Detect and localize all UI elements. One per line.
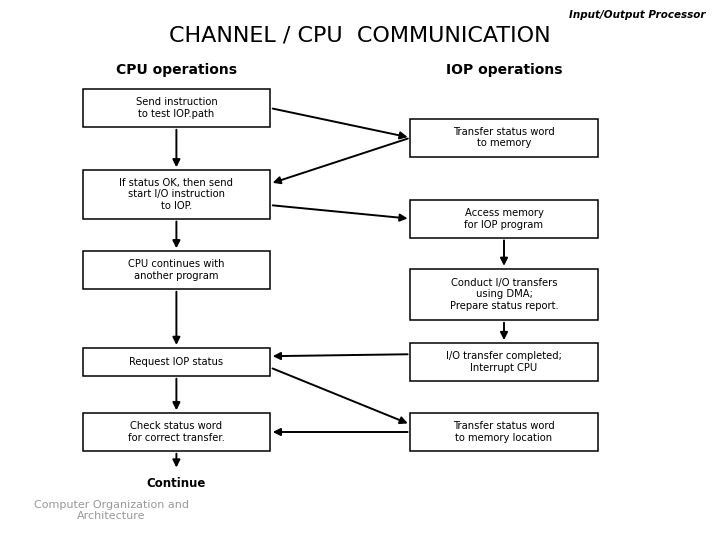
FancyBboxPatch shape xyxy=(83,251,270,289)
FancyBboxPatch shape xyxy=(83,413,270,451)
Text: I/O transfer completed;
Interrupt CPU: I/O transfer completed; Interrupt CPU xyxy=(446,351,562,373)
FancyBboxPatch shape xyxy=(410,413,598,451)
Text: CPU continues with
another program: CPU continues with another program xyxy=(128,259,225,281)
FancyBboxPatch shape xyxy=(410,268,598,320)
FancyBboxPatch shape xyxy=(410,200,598,238)
Text: Transfer status word
to memory location: Transfer status word to memory location xyxy=(453,421,555,443)
Text: Conduct I/O transfers
using DMA;
Prepare status report.: Conduct I/O transfers using DMA; Prepare… xyxy=(449,278,559,311)
Text: Request IOP status: Request IOP status xyxy=(130,357,223,367)
FancyBboxPatch shape xyxy=(410,343,598,381)
Text: Input/Output Processor: Input/Output Processor xyxy=(569,10,706,20)
FancyBboxPatch shape xyxy=(83,170,270,219)
Text: Check status word
for correct transfer.: Check status word for correct transfer. xyxy=(128,421,225,443)
Text: Access memory
for IOP program: Access memory for IOP program xyxy=(464,208,544,230)
Text: Continue: Continue xyxy=(147,477,206,490)
Text: CPU operations: CPU operations xyxy=(116,63,237,77)
FancyBboxPatch shape xyxy=(83,348,270,376)
Text: CHANNEL / CPU  COMMUNICATION: CHANNEL / CPU COMMUNICATION xyxy=(169,26,551,46)
Text: Send instruction
to test IOP.path: Send instruction to test IOP.path xyxy=(135,97,217,119)
FancyBboxPatch shape xyxy=(83,89,270,127)
Text: If status OK, then send
start I/O instruction
to IOP.: If status OK, then send start I/O instru… xyxy=(120,178,233,211)
Text: Transfer status word
to memory: Transfer status word to memory xyxy=(453,127,555,148)
Text: Computer Organization and
Architecture: Computer Organization and Architecture xyxy=(34,500,189,521)
Text: IOP operations: IOP operations xyxy=(446,63,562,77)
FancyBboxPatch shape xyxy=(410,119,598,157)
